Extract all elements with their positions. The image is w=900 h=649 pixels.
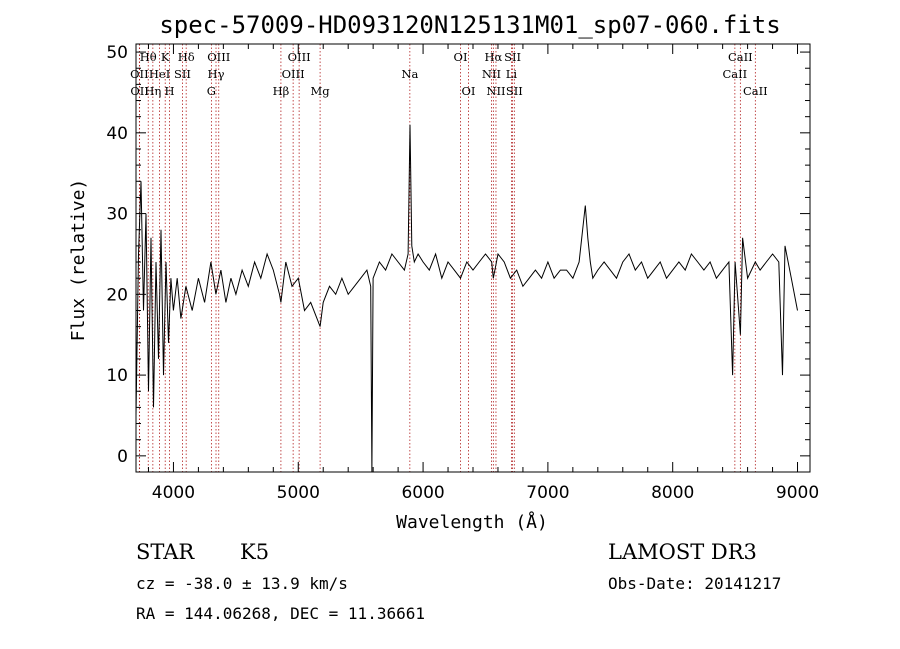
observation-date: Obs-Date: 20141217 (608, 574, 782, 593)
spectral-line-label: NII (486, 84, 505, 98)
spectral-line-label: HeI (149, 67, 170, 81)
y-tick-label: 50 (106, 43, 128, 63)
y-tick-label: 20 (106, 285, 128, 305)
coordinates: RA = 144.06268, DEC = 11.36661 (136, 604, 425, 623)
redshift-velocity: cz = -38.0 ± 13.9 km/s (136, 574, 348, 593)
spectral-line-labels: OII OII Hθ Hη HeI K H SII Hδ G Hγ OIII Hβ OIII OIII Mg N… (130, 50, 768, 98)
x-tick-label: 7000 (526, 483, 569, 503)
object-subclass: K5 (240, 540, 270, 564)
y-axis-label: Flux (relative) (68, 179, 89, 342)
spectral-line-label: OIII (207, 50, 230, 64)
spectral-line-label: K (161, 50, 170, 64)
spectral-line-label: OIII (288, 50, 311, 64)
x-tick-label: 6000 (401, 483, 444, 503)
spectral-line-label: Hη (144, 84, 161, 98)
spectral-line-label: OII (130, 84, 149, 98)
x-tick-label: 9000 (776, 483, 819, 503)
spectral-line-markers (138, 44, 756, 472)
x-tick-label: 5000 (277, 483, 320, 503)
spectral-line-label: Hα (484, 50, 502, 64)
spectral-line-label: OI (462, 84, 476, 98)
plot-frame (135, 43, 811, 473)
spectral-line-label: SII (504, 50, 521, 64)
spectral-line-label: G (207, 84, 216, 98)
spectral-line-label: H (165, 84, 175, 98)
spectral-line-label: Hβ (273, 84, 290, 98)
spectral-line-label: Hγ (208, 67, 225, 81)
spectral-line-label: OI (454, 50, 468, 64)
chart-title: spec-57009-HD093120N125131M01_sp07-060.f… (159, 11, 780, 39)
y-axis-ticks: 0 10 20 30 40 50 (106, 43, 810, 467)
y-tick-label: 40 (106, 124, 128, 144)
x-axis-label: Wavelength (Å) (396, 511, 548, 533)
y-tick-label: 30 (106, 205, 128, 225)
x-tick-label: 4000 (152, 483, 195, 503)
spectral-line-label: SII (174, 67, 191, 81)
spectral-line-label: OIII (282, 67, 305, 81)
y-tick-label: 10 (106, 366, 128, 386)
spectral-line-label: Na (401, 67, 418, 81)
spectral-line-label: Hθ (140, 50, 157, 64)
object-class: STAR (136, 540, 195, 564)
spectral-line-label: CaII (743, 84, 768, 98)
x-axis-ticks: 4000 5000 6000 7000 8000 9000 (147, 44, 819, 503)
y-tick-label: 0 (117, 447, 128, 467)
spectral-line-label: Li (506, 67, 518, 81)
spectral-line-label: Mg (311, 84, 331, 98)
flux-series-line (135, 124, 798, 473)
spectral-line-label: CaII (722, 67, 747, 81)
x-tick-label: 8000 (651, 483, 694, 503)
survey-name: LAMOST DR3 (608, 540, 757, 564)
spectral-line-label: OII (130, 67, 149, 81)
spectral-line-label: NII (482, 67, 501, 81)
spectral-line-label: SII (506, 84, 523, 98)
spectral-line-label: CaII (728, 50, 753, 64)
spectral-line-label: Hδ (178, 50, 195, 64)
